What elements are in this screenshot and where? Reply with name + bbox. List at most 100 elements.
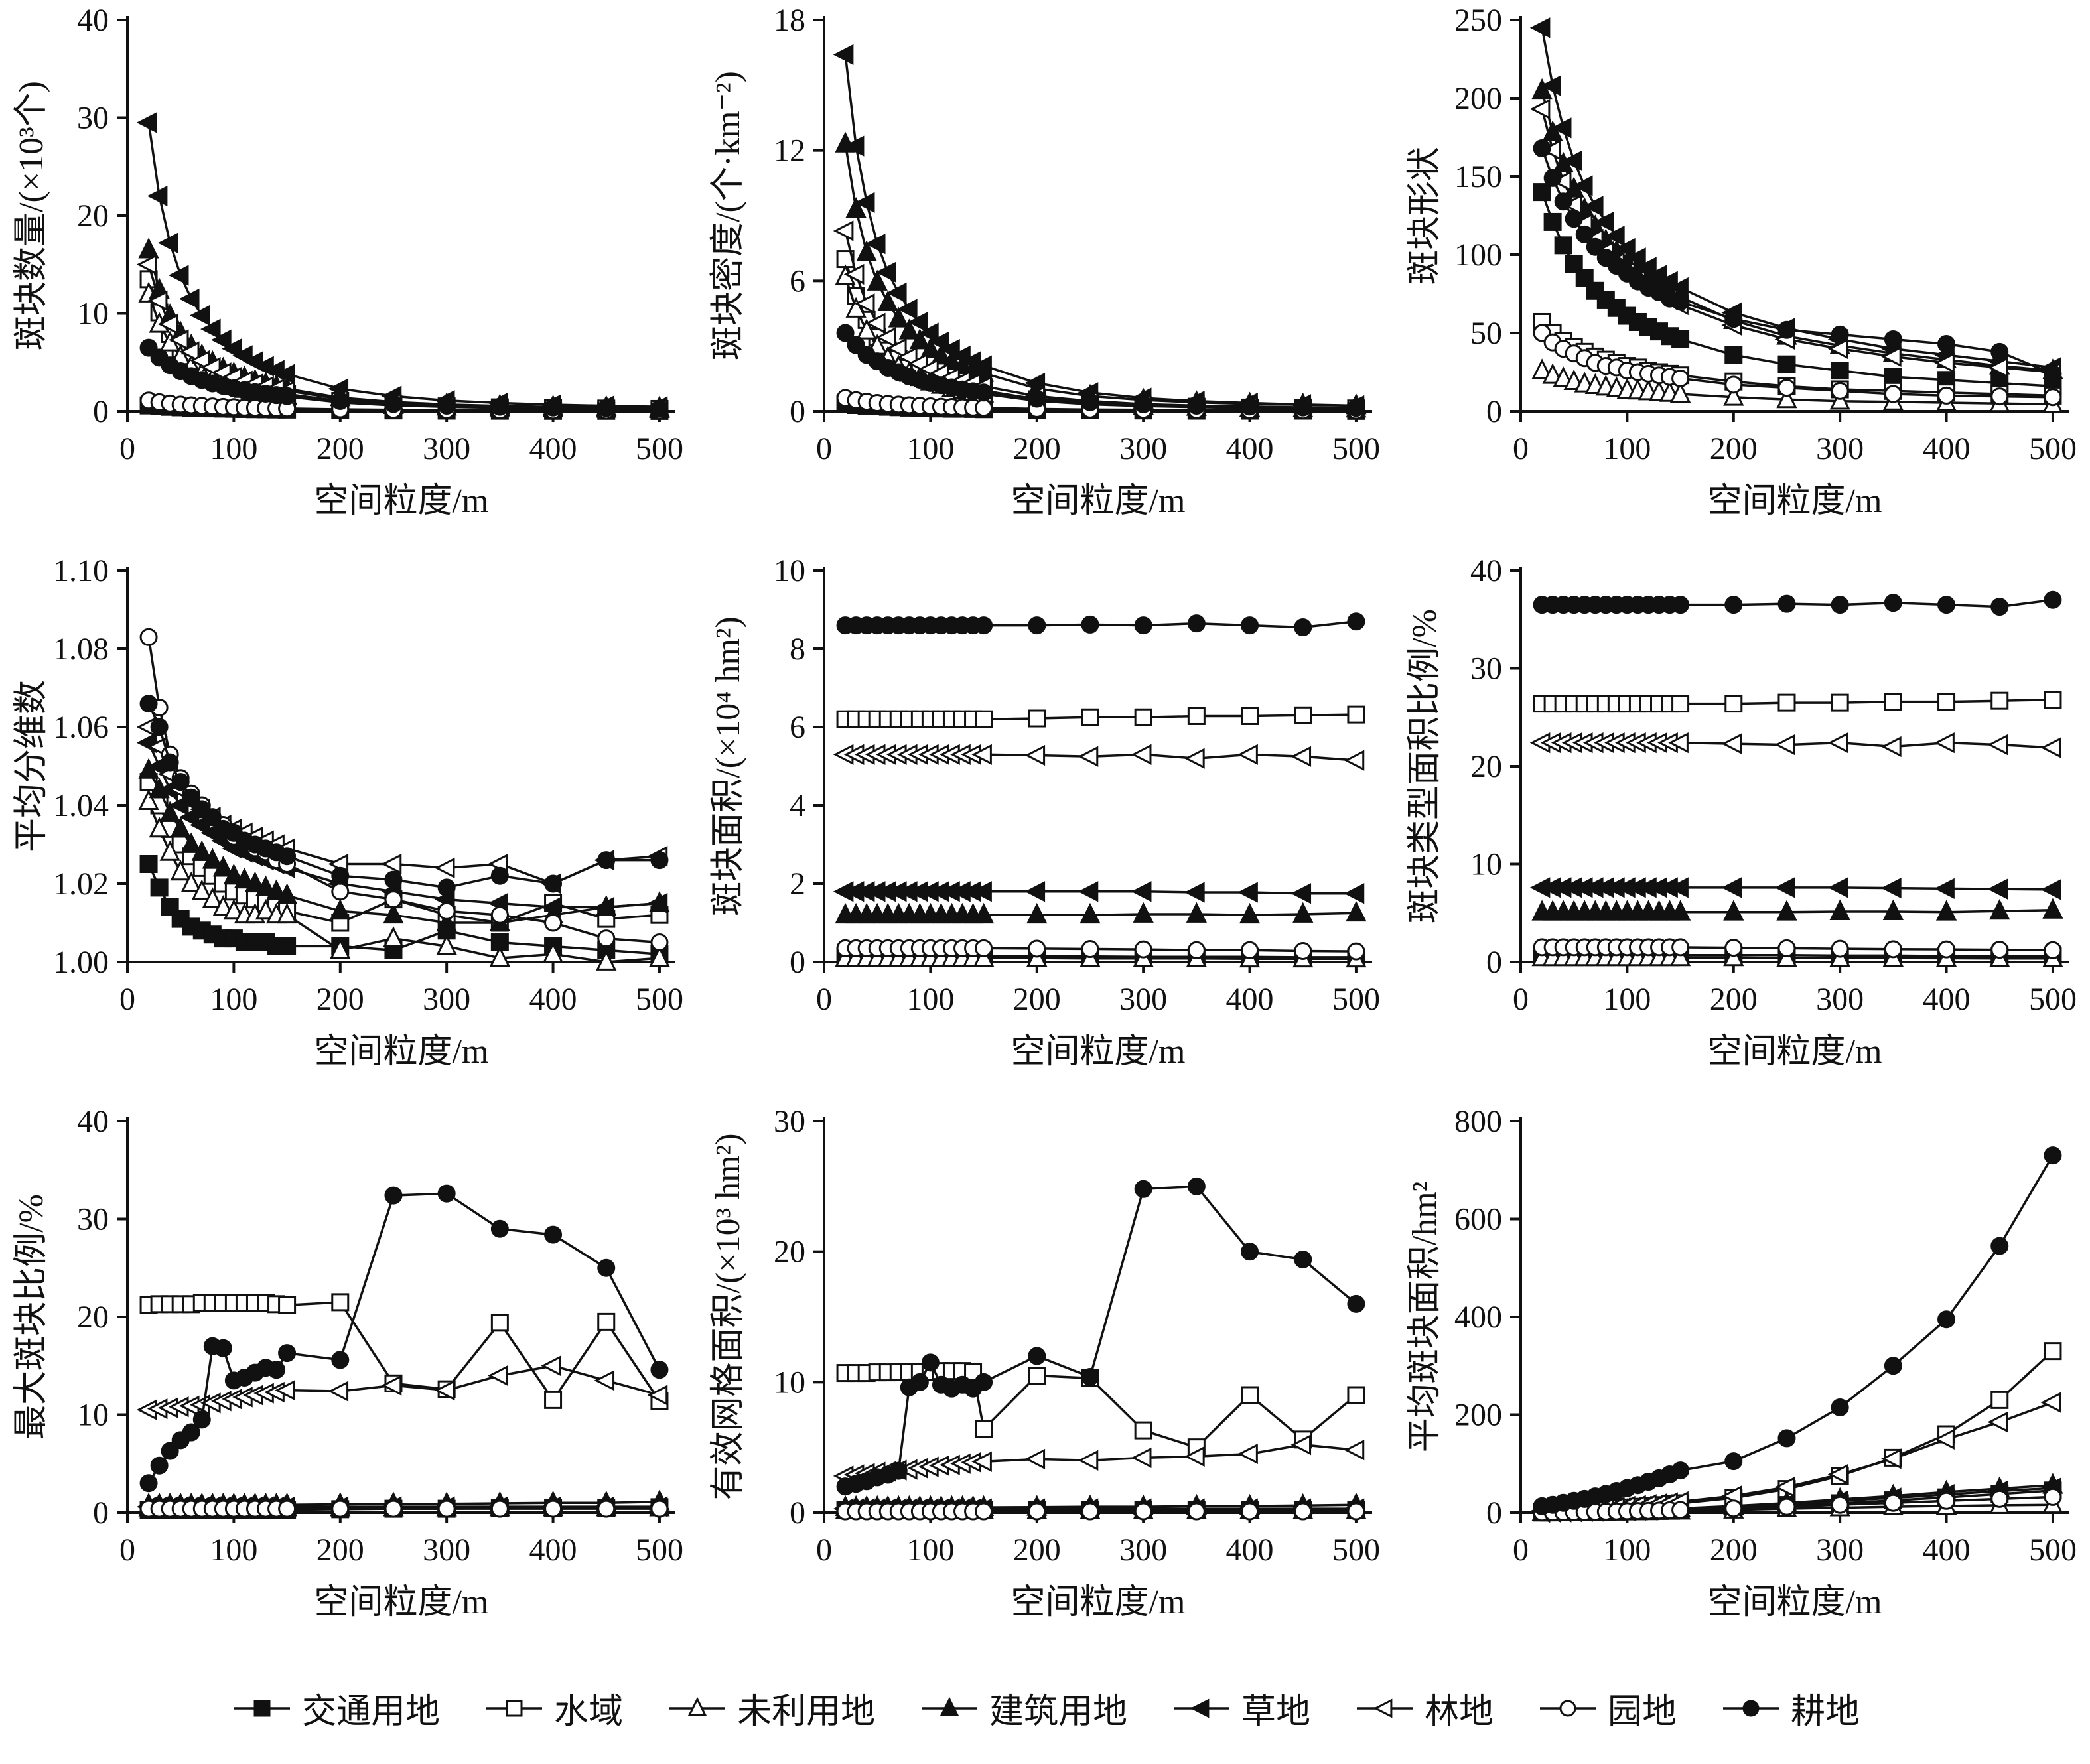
svg-text:空间粒度/m: 空间粒度/m [314, 1033, 489, 1071]
svg-text:0: 0 [816, 1532, 832, 1568]
chart-class-area-proportion: 0 100 200 300 400 500 0 10 20 30 40 斑块类型面积比例/% 空间粒度/… [1393, 551, 2090, 1101]
plot-patch-density: 0 100 200 300 400 500 0 6 12 18 斑块密度/(个·km⁻²) 空间粒度/… [709, 3, 1380, 520]
legend-item-6: 林地 [1353, 1683, 1494, 1733]
chart-mean-fractal-dimension: 0 100 200 300 400 500 1.00 1.02 1.04 1.06 1.08 1.10… [0, 551, 697, 1101]
svg-text:30: 30 [1470, 651, 1502, 687]
svg-text:20: 20 [1470, 749, 1502, 784]
svg-text:斑块类型面积比例/%: 斑块类型面积比例/% [1406, 609, 1444, 923]
svg-text:100: 100 [906, 431, 954, 466]
chart-grid: 0 100 200 300 400 500 0 10 20 30 40 斑块数量/(×10³个) 空间粒… [0, 0, 2090, 1652]
svg-text:1.00: 1.00 [53, 945, 109, 980]
svg-text:200: 200 [1710, 982, 1758, 1017]
svg-text:100: 100 [210, 1532, 257, 1568]
plot-class-area-proportion: 0 100 200 300 400 500 0 10 20 30 40 斑块类型面积比例/% 空间粒度/… [1406, 553, 2077, 1071]
chart-patch-count: 0 100 200 300 400 500 0 10 20 30 40 斑块数量/(×10³个) 空间粒… [0, 0, 697, 551]
svg-text:0: 0 [93, 1495, 109, 1530]
svg-text:空间粒度/m: 空间粒度/m [314, 482, 489, 520]
svg-text:空间粒度/m: 空间粒度/m [1011, 1033, 1186, 1071]
svg-text:250: 250 [1454, 3, 1502, 38]
svg-text:100: 100 [1603, 982, 1651, 1017]
svg-text:500: 500 [2029, 982, 2077, 1017]
plot-patch-area: 0 100 200 300 400 500 0 2 4 6 8 10 斑块面积/(×10⁴ hm²) 空间… [709, 553, 1380, 1071]
svg-text:200: 200 [1710, 1532, 1758, 1568]
svg-text:300: 300 [1119, 1532, 1167, 1568]
legend-label: 耕地 [1791, 1693, 1860, 1731]
plot-patch-count: 0 100 200 300 400 500 0 10 20 30 40 斑块数量/(×10³个) 空间粒… [13, 3, 683, 520]
svg-text:0: 0 [1486, 945, 1502, 980]
svg-text:300: 300 [423, 982, 470, 1017]
svg-text:0: 0 [1513, 982, 1529, 1017]
svg-text:20: 20 [774, 1235, 805, 1270]
svg-text:10: 10 [1470, 847, 1502, 882]
legend-item-1: 交通用地 [230, 1683, 440, 1733]
svg-text:30: 30 [77, 1202, 109, 1237]
svg-text:1.10: 1.10 [53, 553, 109, 588]
svg-text:100: 100 [1603, 1532, 1651, 1568]
svg-text:500: 500 [1332, 1532, 1380, 1568]
legend-item-5: 草地 [1170, 1683, 1310, 1733]
svg-text:空间粒度/m: 空间粒度/m [1708, 1033, 1882, 1071]
svg-text:0: 0 [93, 394, 109, 429]
svg-text:500: 500 [1332, 982, 1380, 1017]
legend-item-4: 建筑用地 [918, 1683, 1127, 1733]
svg-text:1.08: 1.08 [53, 632, 109, 667]
svg-text:300: 300 [1816, 431, 1864, 466]
legend-label: 水域 [553, 1693, 623, 1731]
svg-text:斑块形状: 斑块形状 [1406, 147, 1444, 285]
legend-item-7: 园地 [1536, 1683, 1677, 1733]
svg-text:40: 40 [77, 1104, 109, 1139]
svg-text:空间粒度/m: 空间粒度/m [1011, 1584, 1186, 1621]
filled-square-icon [234, 1700, 290, 1716]
plot-largest-patch-index: 0 100 200 300 400 500 0 10 20 30 40 最大斑块比例/% 空间粒度/m [13, 1104, 683, 1621]
svg-text:200: 200 [316, 431, 364, 466]
svg-text:100: 100 [210, 982, 257, 1017]
legend-item-2: 水域 [482, 1683, 623, 1733]
svg-text:斑块数量/(×10³个): 斑块数量/(×10³个) [13, 81, 50, 350]
svg-text:12: 12 [774, 133, 805, 169]
svg-text:6: 6 [790, 710, 805, 745]
svg-text:10: 10 [774, 553, 805, 588]
svg-text:200: 200 [1013, 431, 1061, 466]
svg-text:200: 200 [1013, 1532, 1061, 1568]
svg-text:300: 300 [423, 431, 470, 466]
svg-text:10: 10 [77, 1398, 109, 1433]
svg-text:400: 400 [1226, 982, 1274, 1017]
svg-text:400: 400 [1923, 431, 1971, 466]
chart-patch-shape: 0 100 200 300 400 500 0 50 100 150 200 250 斑块形状 空间粒度/… [1393, 0, 2090, 551]
svg-text:0: 0 [790, 1495, 805, 1530]
svg-text:200: 200 [1710, 431, 1758, 466]
legend-label: 草地 [1241, 1693, 1311, 1731]
open-triangle-up-icon [669, 1696, 725, 1716]
svg-text:0: 0 [1486, 1495, 1502, 1530]
svg-text:20: 20 [77, 1300, 109, 1335]
svg-text:300: 300 [1816, 982, 1864, 1017]
svg-text:500: 500 [2029, 431, 2077, 466]
legend-label: 建筑用地 [989, 1693, 1127, 1731]
svg-text:100: 100 [1454, 237, 1502, 273]
svg-text:平均分维数: 平均分维数 [13, 680, 50, 852]
chart-patch-area: 0 100 200 300 400 500 0 2 4 6 8 10 斑块面积/(×10⁴ hm²) 空间… [697, 551, 1393, 1101]
svg-text:400: 400 [1226, 431, 1274, 466]
svg-text:200: 200 [1013, 982, 1061, 1017]
svg-text:20: 20 [77, 198, 109, 234]
svg-text:0: 0 [816, 982, 832, 1017]
svg-text:最大斑块比例/%: 最大斑块比例/% [13, 1194, 50, 1440]
svg-text:0: 0 [1486, 394, 1502, 429]
plot-mean-fractal-dimension: 0 100 200 300 400 500 1.00 1.02 1.04 1.06 1.08 1.10… [13, 553, 683, 1071]
svg-text:400: 400 [1454, 1300, 1502, 1335]
svg-text:0: 0 [790, 394, 805, 429]
svg-text:500: 500 [1332, 431, 1380, 466]
svg-text:6: 6 [790, 263, 805, 299]
svg-text:400: 400 [529, 431, 577, 466]
open-triangle-left-icon [1357, 1698, 1413, 1718]
svg-text:30: 30 [77, 101, 109, 136]
chart-mean-patch-area: 0 100 200 300 400 500 0 200 400 600 800 平均斑块面积/hm² 空… [1393, 1101, 2090, 1652]
svg-text:空间粒度/m: 空间粒度/m [1011, 482, 1186, 520]
svg-text:斑块密度/(个·km⁻²): 斑块密度/(个·km⁻²) [709, 71, 747, 360]
svg-text:0: 0 [816, 431, 832, 466]
plot-patch-shape: 0 100 200 300 400 500 0 50 100 150 200 250 斑块形状空间粒度/… [1406, 3, 2077, 520]
filled-triangle-left-icon [1174, 1698, 1229, 1718]
svg-text:150: 150 [1454, 159, 1502, 194]
svg-text:10: 10 [774, 1365, 805, 1400]
